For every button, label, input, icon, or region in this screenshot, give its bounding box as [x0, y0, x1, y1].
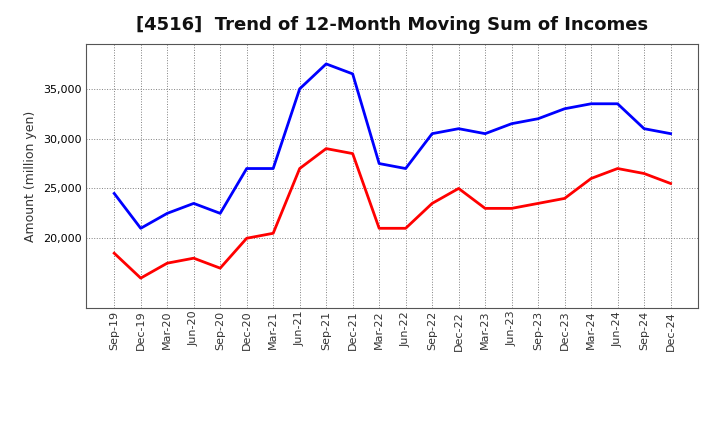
Ordinary Income [322, 61, 330, 66]
Net Income [640, 171, 649, 176]
Ordinary Income [269, 166, 277, 171]
Net Income [428, 201, 436, 206]
Ordinary Income [454, 126, 463, 131]
Net Income [322, 146, 330, 151]
Ordinary Income [613, 101, 622, 106]
Net Income [401, 226, 410, 231]
Net Income [481, 206, 490, 211]
Ordinary Income [375, 161, 384, 166]
Net Income [508, 206, 516, 211]
Net Income [348, 151, 357, 156]
Ordinary Income [216, 211, 225, 216]
Ordinary Income [243, 166, 251, 171]
Net Income [666, 181, 675, 186]
Net Income [163, 260, 171, 266]
Net Income [454, 186, 463, 191]
Ordinary Income [189, 201, 198, 206]
Net Income [295, 166, 304, 171]
Net Income [216, 265, 225, 271]
Ordinary Income [428, 131, 436, 136]
Ordinary Income [640, 126, 649, 131]
Ordinary Income [163, 211, 171, 216]
Line: Ordinary Income: Ordinary Income [114, 64, 670, 228]
Net Income [269, 231, 277, 236]
Net Income [110, 250, 119, 256]
Ordinary Income [534, 116, 542, 121]
Net Income [375, 226, 384, 231]
Y-axis label: Amount (million yen): Amount (million yen) [24, 110, 37, 242]
Ordinary Income [508, 121, 516, 126]
Ordinary Income [666, 131, 675, 136]
Ordinary Income [481, 131, 490, 136]
Net Income [189, 256, 198, 261]
Net Income [243, 236, 251, 241]
Ordinary Income [401, 166, 410, 171]
Net Income [613, 166, 622, 171]
Ordinary Income [295, 86, 304, 92]
Ordinary Income [136, 226, 145, 231]
Ordinary Income [560, 106, 569, 111]
Line: Net Income: Net Income [114, 149, 670, 278]
Net Income [560, 196, 569, 201]
Title: [4516]  Trend of 12-Month Moving Sum of Incomes: [4516] Trend of 12-Month Moving Sum of I… [136, 16, 649, 34]
Ordinary Income [348, 71, 357, 77]
Ordinary Income [110, 191, 119, 196]
Ordinary Income [587, 101, 595, 106]
Net Income [587, 176, 595, 181]
Net Income [136, 275, 145, 281]
Net Income [534, 201, 542, 206]
